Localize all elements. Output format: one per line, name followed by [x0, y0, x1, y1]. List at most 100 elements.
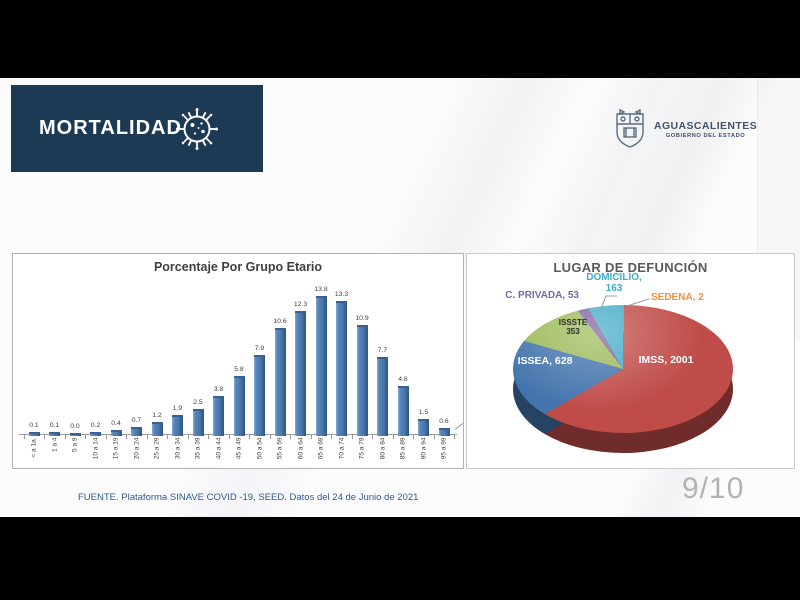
bar-chart-panel: Porcentaje Por Grupo Etario 0.1 < a 1a. 0.… [12, 253, 464, 469]
source-citation: FUENTE. Plataforma SINAVE COVID -19, SEE… [78, 492, 419, 503]
bar-category-label: 10 a 14 [92, 437, 99, 460]
bar-value-label: 10.6 [273, 318, 287, 325]
axis-tick [269, 435, 271, 439]
bar-value-label: 7.9 [254, 345, 265, 352]
bar [233, 376, 245, 436]
bar [438, 428, 450, 436]
bar-category-label: 25 a 29 [153, 437, 161, 460]
axis-tick [310, 435, 312, 439]
axis-tick [331, 435, 333, 439]
bar-category-label: 1 a 4 [51, 437, 58, 452]
axis-tick [23, 435, 25, 439]
bar [28, 432, 40, 436]
bar [397, 386, 409, 436]
axis-tick [372, 435, 374, 439]
bar-value-label: 0.2 [90, 422, 101, 429]
bar-category-label: 70 a 74 [338, 437, 345, 460]
bar-category-label: 15 a 19 [112, 437, 120, 460]
bar [356, 325, 368, 436]
page-title: MORTALIDAD [39, 117, 182, 139]
state-crest-icon [616, 108, 644, 148]
bar [172, 415, 183, 436]
bar-value-label: 0.1 [29, 422, 39, 429]
bar-value-label: 2.5 [193, 399, 203, 406]
bar-value-label: 0.1 [49, 422, 60, 429]
virus-icon [176, 108, 218, 150]
axis-tick [85, 435, 87, 439]
axis-tick [228, 435, 230, 439]
pie-label-sedena: SEDENA, 2 [651, 292, 704, 303]
bar [377, 357, 388, 436]
axis-tick [351, 435, 353, 439]
bar-chart-plot-area: 0.1 < a 1a. 0.1 1 a 4 0.0 5 a 9 0.2 10 a 14 0.4 1… [13, 254, 464, 468]
section-header: MORTALIDAD [11, 85, 263, 172]
pie-leader-lines [599, 295, 650, 312]
bar-category-label: < a 1a. [30, 437, 38, 458]
pie-chart-panel: LUGAR DE DEFUNCIÓN SEDENA, 2 IMSS, 2001 IS… [466, 253, 795, 469]
pie-label-domicilio: DOMICILIO, 163 [586, 272, 642, 294]
pie-label-issea: ISSEA, 628 [517, 355, 573, 367]
sedena-leader-line [626, 298, 650, 307]
bar-category-label: 85 a 89 [399, 437, 407, 460]
bar-value-label: 5.8 [234, 366, 244, 373]
pie-label-imss: IMSS, 2001 [638, 354, 694, 366]
bar-value-label: 13.8 [314, 286, 328, 293]
bar-value-label: 7.7 [377, 347, 388, 354]
bar-category-label: 30 a 34 [174, 437, 181, 460]
pie-label-c-privada: C. PRIVADA, 53 [505, 290, 579, 301]
bar [295, 311, 306, 436]
bar-category-label: 5 a 9 [71, 437, 79, 452]
slide-canvas: MORTALIDAD [0, 78, 800, 517]
bar [131, 427, 142, 436]
axis-tick [126, 435, 128, 439]
bar-category-label: 45 a 49 [235, 437, 243, 460]
bar-category-label: 55 a 59 [276, 437, 284, 460]
bar [254, 355, 265, 436]
axis-tick [44, 435, 46, 439]
bar-value-label: 1.5 [418, 409, 429, 416]
axis-tick [146, 435, 148, 439]
bar-value-label: 4.8 [398, 376, 408, 383]
axis-tick [454, 435, 456, 439]
bar-value-label: 1.2 [152, 412, 162, 419]
axis-tick [413, 435, 415, 439]
bar-chart-title: Porcentaje Por Grupo Etario [153, 260, 323, 274]
bar [192, 409, 204, 436]
bar-category-label: 75 a 79 [358, 437, 366, 460]
bar [336, 301, 347, 436]
bar-value-label: 12.3 [293, 301, 308, 308]
axis-tick [433, 435, 435, 439]
axis-tick [392, 435, 394, 439]
bar-category-label: 50 a 54 [256, 437, 263, 460]
bar-value-label: 13.3 [334, 291, 349, 298]
bar-value-label: 0.7 [131, 417, 142, 424]
pie-label-issste: ISSSTE 353 [558, 318, 588, 336]
bar-value-label: 10.9 [355, 315, 369, 322]
bar [213, 396, 224, 436]
axis-tick [64, 435, 66, 439]
bar-value-label: 3.8 [213, 386, 224, 393]
bar [418, 419, 429, 436]
pie-chart-title: LUGAR DE DEFUNCIÓN [553, 260, 708, 275]
bar [110, 430, 122, 436]
domicilio-leader-line [599, 295, 617, 312]
page-number: 9/10 [682, 472, 745, 505]
pie-gloss-highlight [513, 304, 733, 434]
axis-tick [249, 435, 251, 439]
bar-category-label: 35 a 39 [194, 437, 202, 460]
pie-top-face [513, 304, 733, 434]
axis-tick [208, 435, 210, 439]
axis-tick [167, 435, 169, 439]
bar-value-label: 0.0 [70, 423, 80, 430]
bar-value-label: 1.9 [172, 405, 183, 412]
bar-value-label: 0.6 [439, 418, 449, 425]
bar-category-label: 80 a 84 [379, 437, 386, 460]
axis-tick [187, 435, 189, 439]
bar-category-label: 65 a 69 [317, 437, 325, 460]
bar-value-label: 0.4 [111, 420, 121, 427]
bar-category-label: 95 a 99 [440, 437, 448, 460]
bar [274, 328, 286, 436]
bar-category-label: 90 a 94 [420, 437, 427, 460]
bar [69, 433, 81, 436]
logo-sub-name: GOBIERNO DEL ESTADO [665, 132, 746, 139]
